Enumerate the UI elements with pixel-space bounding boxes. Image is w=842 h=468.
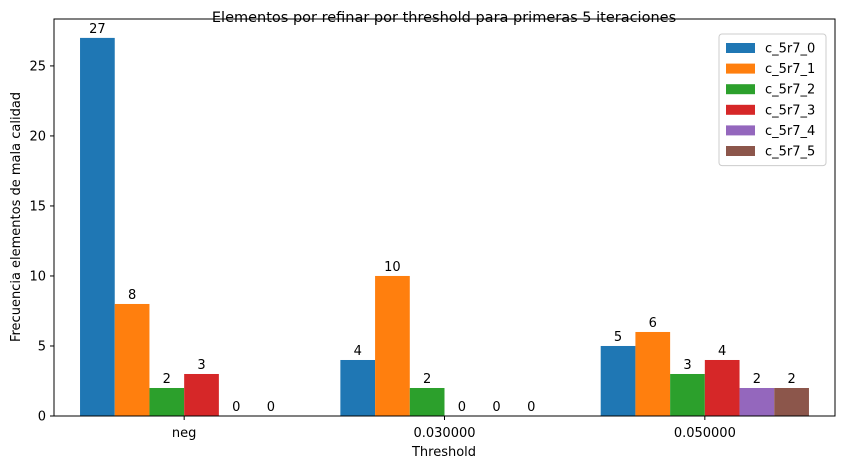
bar-value-label: 8 <box>128 288 136 303</box>
legend-label: c_5r7_0 <box>765 42 815 57</box>
bar-value-label: 5 <box>614 330 622 345</box>
y-tick-label: 20 <box>29 129 46 144</box>
legend-swatch <box>726 146 755 156</box>
legend-swatch <box>726 125 755 136</box>
bar-c_5r7_2-0.030000 <box>409 387 445 416</box>
legend-swatch <box>726 104 755 115</box>
bar-c_5r7_2-0.050000 <box>670 373 705 416</box>
bar-value-label: 4 <box>354 344 362 359</box>
bar-c_5r7_1-0.050000 <box>635 331 671 416</box>
value-labels-group: 27 4 5 8 10 6 2 2 3 3 0 4 0 0 2 0 0 2 <box>89 22 796 415</box>
bar-c_5r7_0-0.050000 <box>600 345 636 416</box>
bar-value-label: 2 <box>163 372 171 387</box>
x-tick-label: neg <box>172 426 197 441</box>
bar-value-label: 3 <box>197 358 205 373</box>
legend: c_5r7_0 c_5r7_1 c_5r7_2 c_5r7_3 c_5r7_4 c_5r7… <box>718 33 827 167</box>
bar-c_5r7_5-0.050000 <box>774 387 809 416</box>
bar-value-label: 0 <box>492 400 500 415</box>
x-axis: neg 0.030000 0.050000 <box>172 416 736 441</box>
legend-swatch <box>726 63 755 74</box>
y-tick-label: 25 <box>29 59 46 74</box>
x-tick-label: 0.050000 <box>674 426 736 441</box>
chart-title: Elementos por refinar por threshold para… <box>212 10 676 26</box>
bar-c_5r7_3-neg <box>184 373 219 416</box>
bar-value-label: 2 <box>423 372 431 387</box>
y-tick-label: 10 <box>29 269 46 284</box>
bar-c_5r7_1-0.030000 <box>375 275 410 416</box>
legend-label: c_5r7_4 <box>765 124 815 139</box>
bars-group <box>80 37 809 417</box>
bar-c_5r7_0-0.030000 <box>340 359 376 416</box>
bar-value-label: 0 <box>527 400 535 415</box>
bar-c_5r7_0-neg <box>80 37 115 417</box>
bar-c_5r7_2-neg <box>149 387 185 416</box>
bar-value-label: 2 <box>787 372 795 387</box>
bar-c_5r7_3-0.050000 <box>704 359 740 416</box>
x-tick-label: 0.030000 <box>413 426 475 441</box>
bar-value-label: 6 <box>649 316 657 331</box>
legend-label: c_5r7_1 <box>765 62 815 77</box>
bar-c_5r7_1-neg <box>114 303 150 416</box>
y-axis: 0 5 10 15 20 25 <box>29 59 54 425</box>
bar-value-label: 3 <box>683 358 691 373</box>
y-axis-label: Frecuencia elementos de mala calidad <box>9 92 24 342</box>
y-tick-label: 5 <box>38 339 46 354</box>
bar-c_5r7_4-0.050000 <box>739 387 775 416</box>
legend-label: c_5r7_5 <box>765 145 815 160</box>
bar-value-label: 0 <box>267 400 275 415</box>
x-axis-label: Threshold <box>411 445 476 460</box>
legend-label: c_5r7_2 <box>765 83 815 98</box>
bar-value-label: 0 <box>232 400 240 415</box>
bar-value-label: 27 <box>89 22 106 37</box>
bar-value-label: 2 <box>753 372 761 387</box>
legend-swatch <box>726 84 755 95</box>
y-tick-label: 15 <box>29 199 46 214</box>
legend-label: c_5r7_3 <box>765 103 815 118</box>
legend-swatch <box>726 43 755 53</box>
bar-value-label: 10 <box>384 260 401 275</box>
bar-value-label: 4 <box>718 344 726 359</box>
y-tick-label: 0 <box>38 410 46 425</box>
bar-value-label: 0 <box>458 400 466 415</box>
